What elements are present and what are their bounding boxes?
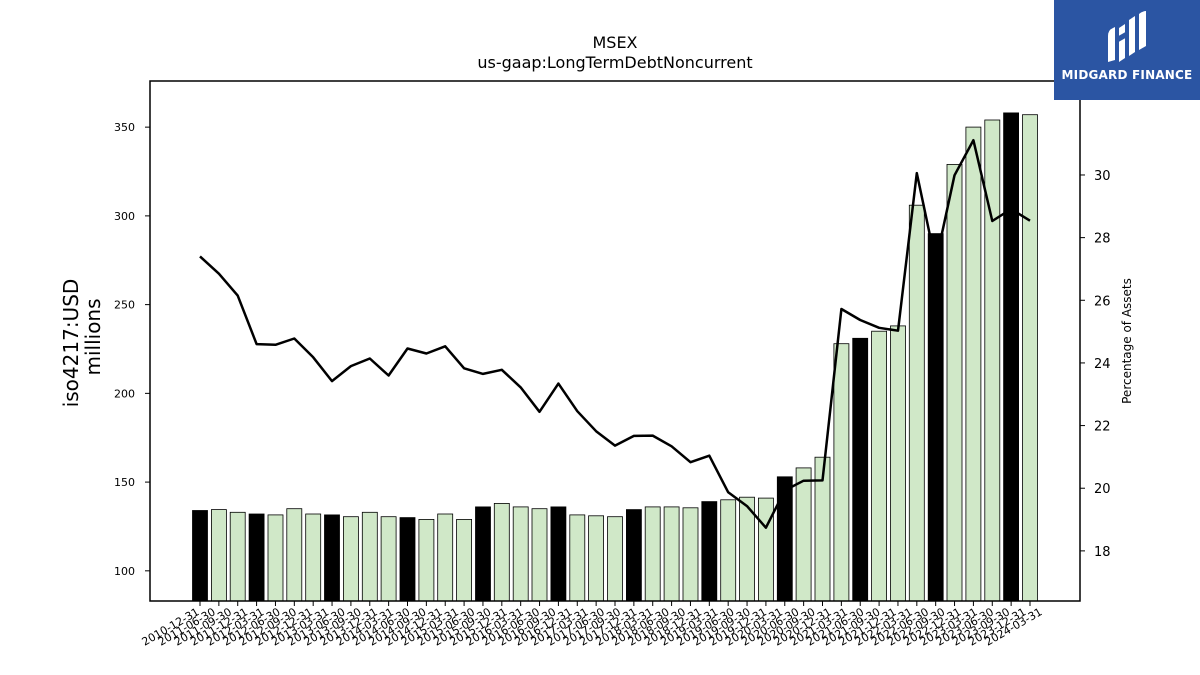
y-axis-ticks: 100 150 200 250 300 350 <box>114 121 150 578</box>
brand-name: MIDGARD FINANCE <box>1061 68 1193 82</box>
bar-series <box>192 112 1038 602</box>
bar <box>569 514 586 602</box>
bar <box>701 501 718 602</box>
bar <box>342 516 359 602</box>
bar <box>399 517 416 602</box>
y2-axis-ticks: 18 20 22 24 26 28 30 <box>1080 169 1111 560</box>
bar <box>437 513 454 602</box>
bar <box>456 519 473 602</box>
y2-axis-label: Percentage of Assets <box>1120 278 1134 404</box>
bar <box>607 516 623 602</box>
bar <box>965 126 982 602</box>
y-tick-label: 200 <box>114 387 135 400</box>
bar <box>361 511 378 602</box>
x-axis-ticks: 2010-12-312011-06-302011-09-302011-12-31… <box>140 601 1045 649</box>
bar <box>267 514 284 602</box>
y2-tick-label: 18 <box>1094 545 1111 560</box>
y2-tick-label: 20 <box>1094 482 1111 497</box>
bar <box>418 519 435 602</box>
plot-frame <box>149 80 1081 602</box>
bar <box>1022 114 1038 602</box>
brand-logo: MIDGARD FINANCE <box>1054 0 1200 100</box>
bar <box>682 507 699 602</box>
bar <box>644 506 661 602</box>
bar <box>758 497 774 602</box>
bar <box>531 508 548 602</box>
series-line <box>199 138 1031 529</box>
bar <box>852 337 869 602</box>
bar <box>890 325 906 602</box>
bar <box>908 204 925 602</box>
bar <box>833 343 850 602</box>
bar <box>475 506 491 602</box>
bar <box>588 515 604 602</box>
y2-tick-label: 30 <box>1094 169 1111 184</box>
y2-tick-label: 28 <box>1094 232 1111 247</box>
bar <box>286 508 303 602</box>
bar <box>248 513 265 602</box>
chart-title: MSEX <box>592 33 637 52</box>
bar <box>493 502 510 602</box>
bar <box>192 510 208 602</box>
bar <box>776 476 793 602</box>
bar <box>795 467 812 602</box>
bar <box>927 233 944 602</box>
bar <box>380 516 397 602</box>
y2-tick-label: 26 <box>1094 294 1111 309</box>
bar <box>720 499 737 602</box>
line-series <box>199 138 1031 529</box>
bar <box>550 506 567 602</box>
bar <box>871 330 887 602</box>
y-tick-label: 150 <box>114 476 135 489</box>
bar <box>324 514 340 602</box>
bar <box>663 506 680 602</box>
y-tick-label: 100 <box>114 565 135 578</box>
bar <box>946 163 963 602</box>
bar <box>512 506 529 602</box>
midgard-logo-icon <box>1108 11 1146 62</box>
y-axis-label-line2: millions <box>81 298 105 375</box>
bar <box>1003 112 1019 602</box>
y-tick-label: 350 <box>114 121 135 134</box>
chart-subtitle: us-gaap:LongTermDebtNoncurrent <box>477 53 752 72</box>
bar <box>626 509 642 602</box>
y-tick-label: 250 <box>114 299 135 312</box>
bar <box>305 513 322 602</box>
bar <box>210 509 227 602</box>
bar <box>229 511 246 602</box>
y-tick-label: 300 <box>114 210 135 223</box>
bar <box>984 119 1001 602</box>
y2-tick-label: 22 <box>1094 420 1111 435</box>
y-axis-label-line1: iso4217:USD <box>59 279 83 408</box>
y2-tick-label: 24 <box>1094 357 1111 372</box>
